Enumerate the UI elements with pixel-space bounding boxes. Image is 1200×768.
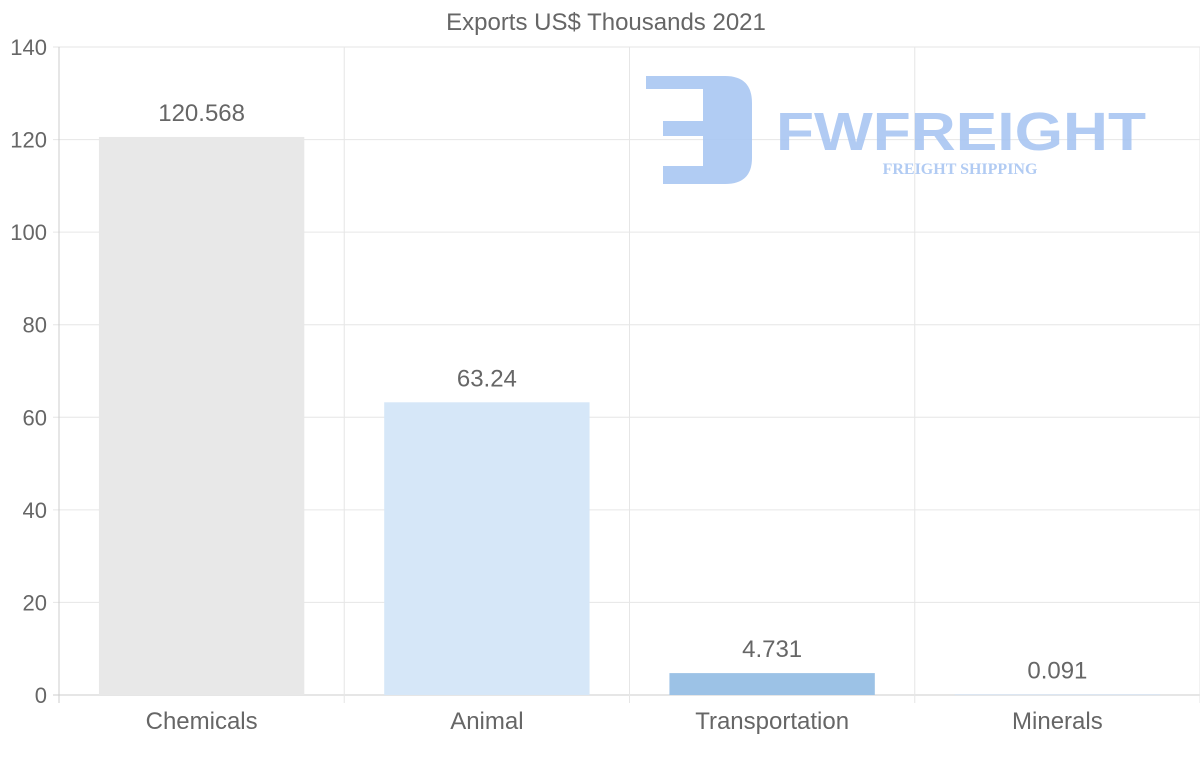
y-axis: 0 20 40 60 80 100 120 140	[10, 35, 47, 708]
data-labels: 120.568 63.24 4.731 0.091	[158, 100, 1087, 685]
watermark-logo: FWFREIGHT FREIGHT SHIPPING	[646, 76, 1146, 184]
bar-chemicals	[98, 136, 305, 696]
chart-title: Exports US$ Thousands 2021	[446, 9, 766, 36]
data-label: 4.731	[742, 636, 802, 663]
data-label: 120.568	[158, 100, 245, 127]
y-tick-label: 120	[10, 128, 47, 153]
y-tick-label: 0	[35, 683, 47, 708]
bar-minerals	[954, 694, 1161, 696]
bar-transportation	[669, 673, 875, 695]
x-tick-label: Animal	[450, 708, 523, 735]
x-tick-label: Chemicals	[146, 708, 258, 735]
logo-mark-icon	[646, 76, 752, 184]
y-tick-label: 100	[10, 220, 47, 245]
data-label: 63.24	[457, 365, 517, 392]
y-tick-label: 40	[23, 498, 47, 523]
watermark-brand: FWFREIGHT	[776, 102, 1146, 162]
y-tick-label: 140	[10, 35, 47, 60]
data-label: 0.091	[1027, 658, 1087, 685]
bars	[98, 136, 1161, 696]
y-tick-label: 80	[23, 313, 47, 338]
x-tick-label: Minerals	[1012, 708, 1103, 735]
watermark-tagline: FREIGHT SHIPPING	[883, 161, 1038, 178]
x-axis: Chemicals Animal Transportation Minerals	[146, 708, 1103, 735]
y-tick-label: 20	[23, 590, 47, 615]
bar-animal	[384, 402, 590, 695]
x-tick-label: Transportation	[695, 708, 849, 735]
y-tick-label: 60	[23, 405, 47, 430]
